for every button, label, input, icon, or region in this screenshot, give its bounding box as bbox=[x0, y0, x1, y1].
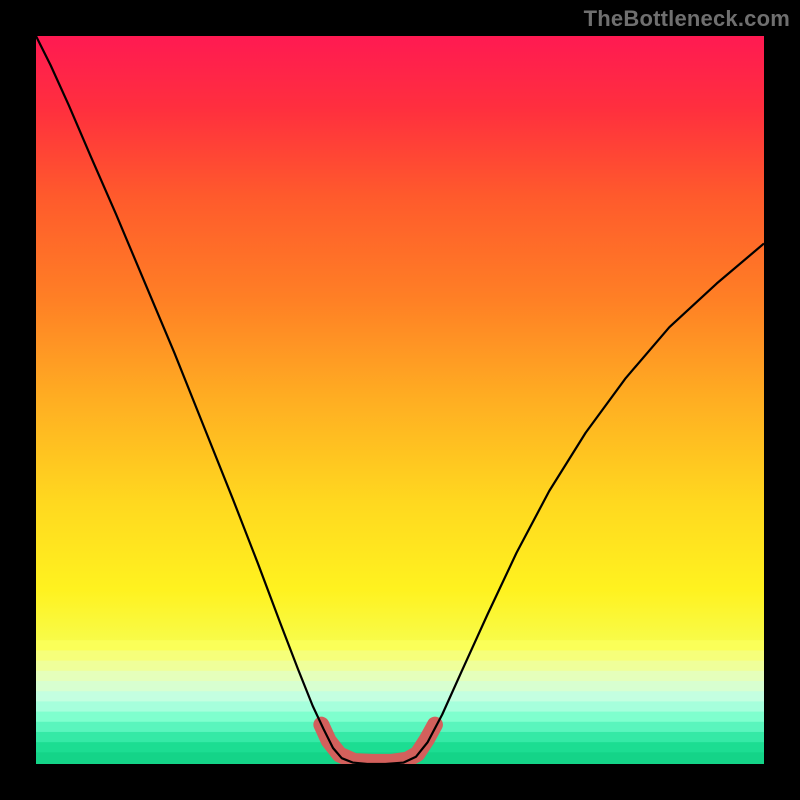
plot-area bbox=[36, 36, 764, 764]
chart-container: TheBottleneck.com bbox=[0, 0, 800, 800]
plot-svg bbox=[36, 36, 764, 764]
watermark-text: TheBottleneck.com bbox=[584, 6, 790, 32]
